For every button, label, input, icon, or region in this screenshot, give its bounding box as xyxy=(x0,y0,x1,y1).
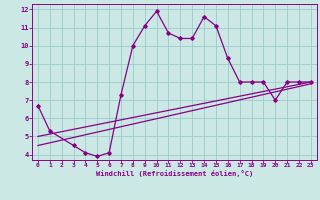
X-axis label: Windchill (Refroidissement éolien,°C): Windchill (Refroidissement éolien,°C) xyxy=(96,170,253,177)
